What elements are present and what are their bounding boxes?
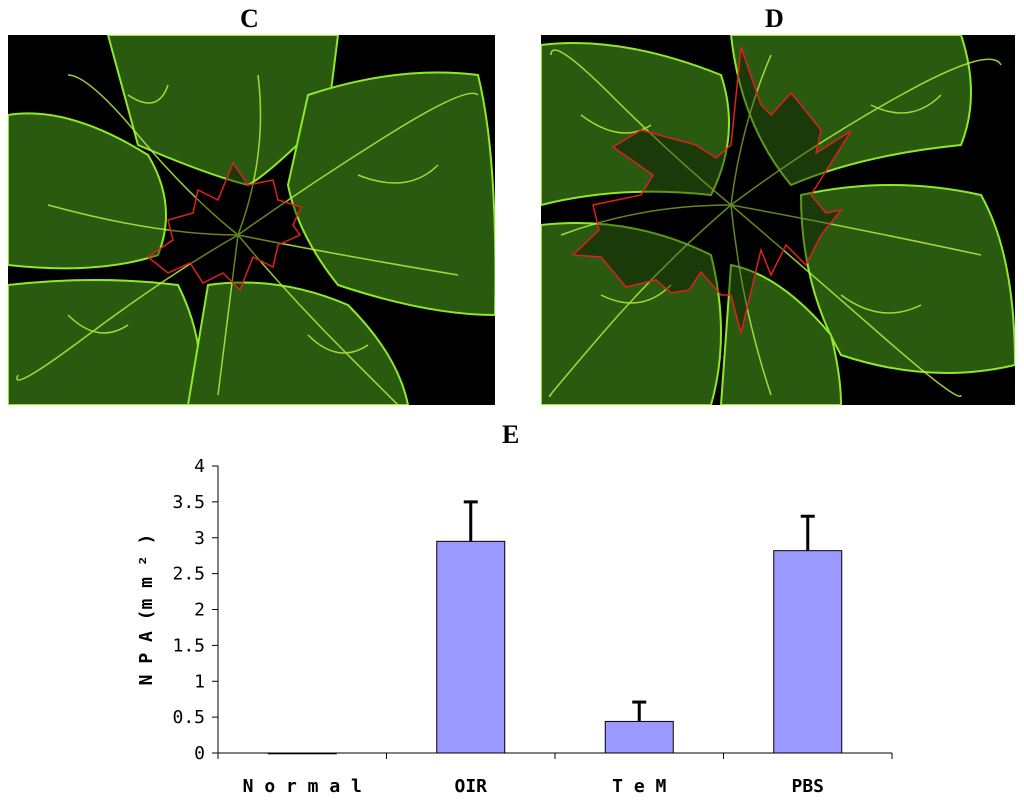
y-axis-label: N P A (m m ² ) xyxy=(136,534,157,686)
y-tick-label: 2.5 xyxy=(172,564,205,585)
panel-label-c: C xyxy=(240,4,259,33)
retina-micrograph-c xyxy=(8,35,495,405)
chart-canvas: 0 0.5 1 1.5 2 2.5 3 3.5 4 N o r m a l OIR T e M PBS… xyxy=(136,456,893,797)
avascular-outline-c xyxy=(146,161,303,292)
panel-label-d: D xyxy=(765,4,784,33)
y-tick-label: 1 xyxy=(194,671,205,692)
y-tick-label: 0.5 xyxy=(172,707,205,728)
panel-label-e: E xyxy=(502,420,520,449)
y-tick-label: 3 xyxy=(194,528,205,549)
category-label-0: N o r m a l xyxy=(243,776,362,797)
retina-petal-bottom xyxy=(186,281,410,405)
retina-petal-left xyxy=(541,42,730,207)
retina-petal-right xyxy=(286,71,495,317)
category-label-1: OIR xyxy=(454,776,487,797)
retina-petal-left xyxy=(8,112,167,270)
bars-group xyxy=(217,500,893,759)
y-axis-ticks: 0 0.5 1 1.5 2 2.5 3 3.5 4 xyxy=(172,456,218,764)
y-tick-label: 0 xyxy=(194,743,205,764)
category-labels: N o r m a l OIR T e M PBS xyxy=(243,776,824,797)
avascular-outline-d xyxy=(571,46,852,334)
category-label-3: PBS xyxy=(791,776,824,797)
bar-2 xyxy=(604,720,674,754)
y-tick-label: 4 xyxy=(194,456,205,477)
retina-micrograph-d xyxy=(541,35,1015,405)
y-tick-label: 3.5 xyxy=(172,492,205,513)
bar-1 xyxy=(436,540,506,754)
retina-petal-bottom xyxy=(719,263,843,405)
y-tick-label: 2 xyxy=(194,600,205,621)
category-label-2: T e M xyxy=(612,776,666,797)
npa-bar-chart: 0 0.5 1 1.5 2 2.5 3 3.5 4 N o r m a l OIR T e M PBS… xyxy=(0,440,1024,801)
retina-petal-top xyxy=(729,35,972,187)
bar-3 xyxy=(773,550,843,754)
y-tick-label: 1.5 xyxy=(172,635,205,656)
retina-petal-bottom-left xyxy=(8,279,202,405)
retina-image-c xyxy=(8,35,495,405)
retina-image-d xyxy=(541,35,1015,405)
